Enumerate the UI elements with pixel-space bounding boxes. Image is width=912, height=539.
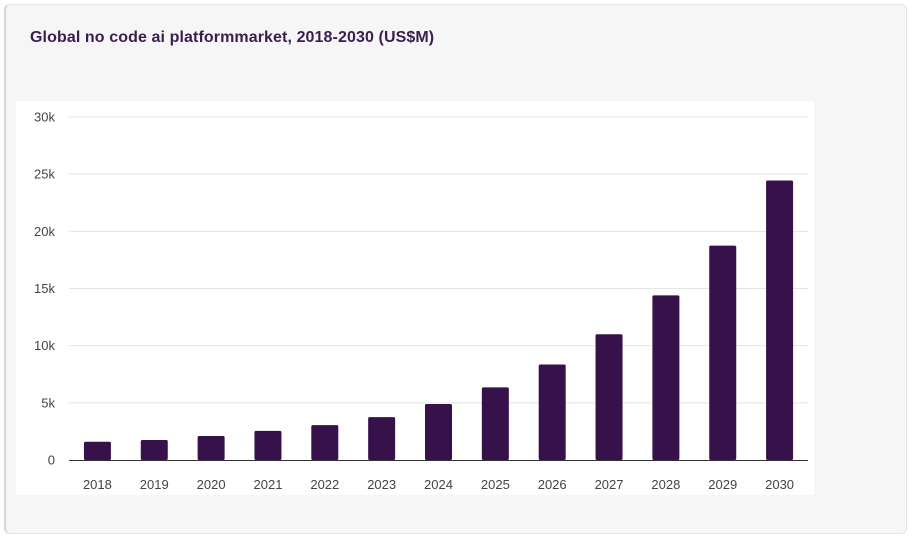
x-tick-label: 2020 <box>197 477 226 492</box>
x-tick-label: 2029 <box>708 477 737 492</box>
y-tick-label: 10k <box>34 338 55 353</box>
x-tick-label: 2018 <box>83 477 112 492</box>
bar-2018[interactable] <box>83 441 111 460</box>
bar-2029[interactable] <box>709 245 737 460</box>
x-tick-label: 2025 <box>481 477 510 492</box>
y-tick-label: 15k <box>34 281 55 296</box>
x-tick-label: 2026 <box>538 477 567 492</box>
y-tick-label: 20k <box>34 224 55 239</box>
bar-2026[interactable] <box>538 364 566 460</box>
bar-2019[interactable] <box>140 439 168 460</box>
y-axis-ticks: 0 5k 10k 15k 20k 25k 30k <box>34 110 55 468</box>
x-tick-label: 2019 <box>140 477 169 492</box>
bar-2022[interactable] <box>311 425 339 460</box>
x-tick-label: 2022 <box>310 477 339 492</box>
bar-2023[interactable] <box>368 417 396 460</box>
x-axis-ticks: 2018 2019 2020 2021 2022 2023 2024 2025 2026 2027… <box>83 477 794 492</box>
bars <box>83 180 794 460</box>
gridlines <box>69 116 808 404</box>
bar-2028[interactable] <box>652 295 680 460</box>
y-tick-label: 5k <box>41 395 55 410</box>
bar-2020[interactable] <box>197 435 225 460</box>
plot-area <box>16 101 814 495</box>
bar-2027[interactable] <box>595 334 623 460</box>
bar-2024[interactable] <box>425 403 452 460</box>
x-tick-label: 2024 <box>424 477 453 492</box>
x-tick-label: 2021 <box>254 477 283 492</box>
chart-title: Global no code ai platformmarket, 2018-2… <box>30 29 435 46</box>
y-tick-label: 30k <box>34 110 55 125</box>
y-tick-label: 25k <box>34 167 55 182</box>
x-tick-label: 2023 <box>367 477 396 492</box>
bar-2021[interactable] <box>254 430 282 460</box>
bar-2030[interactable] <box>766 180 794 460</box>
x-tick-label: 2027 <box>595 477 624 492</box>
bar-2025[interactable] <box>481 387 509 460</box>
x-tick-label: 2030 <box>765 477 794 492</box>
x-tick-label: 2028 <box>651 477 680 492</box>
y-tick-label: 0 <box>48 453 55 468</box>
